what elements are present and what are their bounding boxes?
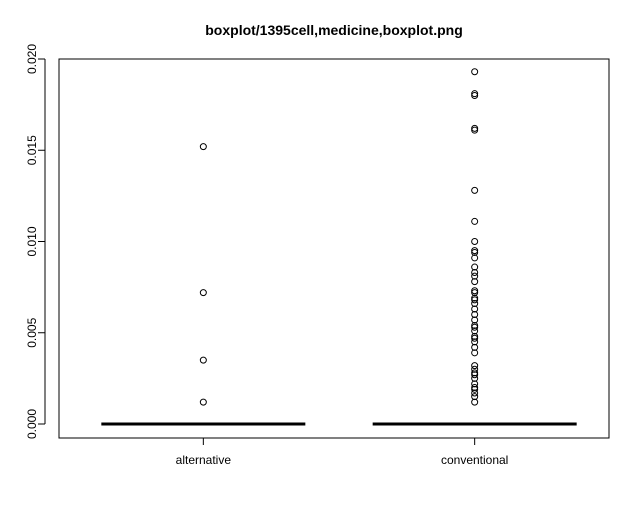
outlier-point <box>471 92 479 99</box>
outlier-point <box>471 369 479 377</box>
outlier-point <box>471 186 479 194</box>
outlier-point <box>471 334 479 342</box>
outlier-point <box>471 263 479 271</box>
outlier-point <box>471 349 479 357</box>
outlier-point <box>471 124 479 132</box>
outlier-point <box>471 321 479 329</box>
outlier-point <box>471 385 479 393</box>
x-tick-label: conventional <box>441 453 508 467</box>
box-alternative <box>101 143 306 426</box>
outlier-point <box>471 126 479 134</box>
outlier-point <box>471 311 479 318</box>
outlier-point <box>471 398 479 406</box>
outlier-point <box>471 365 479 373</box>
outlier-point <box>471 248 479 256</box>
outlier-point <box>199 289 207 297</box>
outlier-point <box>471 90 479 98</box>
outlier-point <box>471 217 479 225</box>
outlier-point <box>471 389 479 397</box>
outlier-point <box>471 371 479 379</box>
outlier-point <box>471 316 479 324</box>
outlier-point <box>199 356 207 364</box>
outlier-point <box>471 68 479 76</box>
outlier-point <box>471 305 479 313</box>
outlier-point <box>471 323 479 331</box>
y-tick-label: 0.015 <box>25 135 39 165</box>
y-tick-label: 0.000 <box>25 409 39 439</box>
chart-title: boxplot/1395cell,medicine,boxplot.png <box>205 22 463 38</box>
outlier-point <box>471 332 479 340</box>
y-tick-label: 0.005 <box>25 317 39 347</box>
plot-frame <box>58 58 610 439</box>
boxes <box>101 68 577 426</box>
outlier-point <box>471 254 479 262</box>
outlier-point <box>471 289 479 297</box>
y-axis: 0.000 0.005 0.010 0.015 0.020 <box>25 44 46 439</box>
outlier-point <box>471 374 479 382</box>
outlier-point <box>471 362 479 370</box>
outlier-point <box>471 380 479 388</box>
outlier-point <box>471 247 479 255</box>
y-tick-label: 0.010 <box>25 226 39 256</box>
outlier-point <box>199 398 207 406</box>
outlier-point <box>471 269 479 277</box>
outlier-point <box>471 343 479 351</box>
y-tick-label: 0.020 <box>25 44 39 74</box>
outlier-point <box>471 272 479 280</box>
outlier-point <box>471 287 479 295</box>
outlier-point <box>471 393 479 401</box>
x-axis: alternative conventional <box>176 438 508 467</box>
outlier-point <box>471 338 479 346</box>
box-conventional <box>372 68 577 426</box>
outlier-point <box>471 327 479 335</box>
x-tick-label: alternative <box>176 453 232 467</box>
outlier-point <box>471 294 479 302</box>
outlier-point <box>471 300 479 308</box>
outlier-point <box>471 278 479 286</box>
outlier-point <box>471 238 479 245</box>
outlier-point <box>471 384 479 391</box>
outlier-point <box>471 296 479 304</box>
outlier-point <box>199 143 207 151</box>
